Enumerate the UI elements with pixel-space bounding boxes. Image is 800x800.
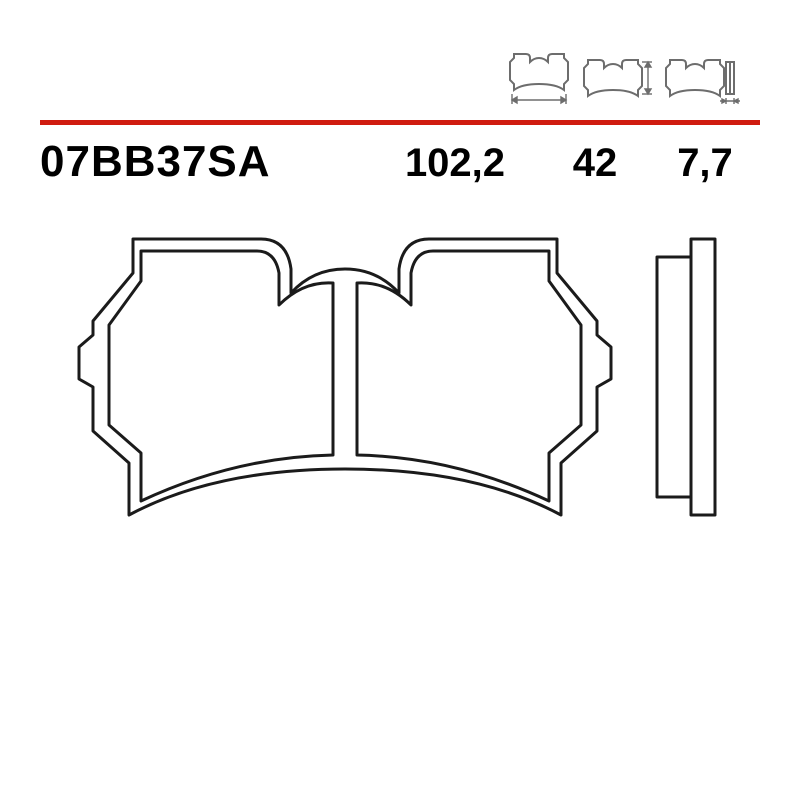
spec-row: 07BB37SA 102,2 42 7,7 <box>40 137 760 187</box>
dimension-height: 42 <box>540 141 650 186</box>
divider-line <box>40 120 760 125</box>
height-key-icon <box>580 50 654 106</box>
dimension-width: 102,2 <box>370 141 540 186</box>
dimension-key-icons <box>506 50 740 106</box>
dimensions-values: 102,2 42 7,7 <box>370 141 760 186</box>
part-number: 07BB37SA <box>40 137 370 187</box>
dimension-thickness: 7,7 <box>650 141 760 186</box>
thickness-key-icon <box>662 50 740 106</box>
brake-pad-side-view <box>645 227 725 527</box>
width-key-icon <box>506 50 572 106</box>
product-spec-diagram: 07BB37SA 102,2 42 7,7 <box>0 0 800 800</box>
diagram-area <box>40 227 760 527</box>
brake-pad-front-view <box>75 227 615 527</box>
